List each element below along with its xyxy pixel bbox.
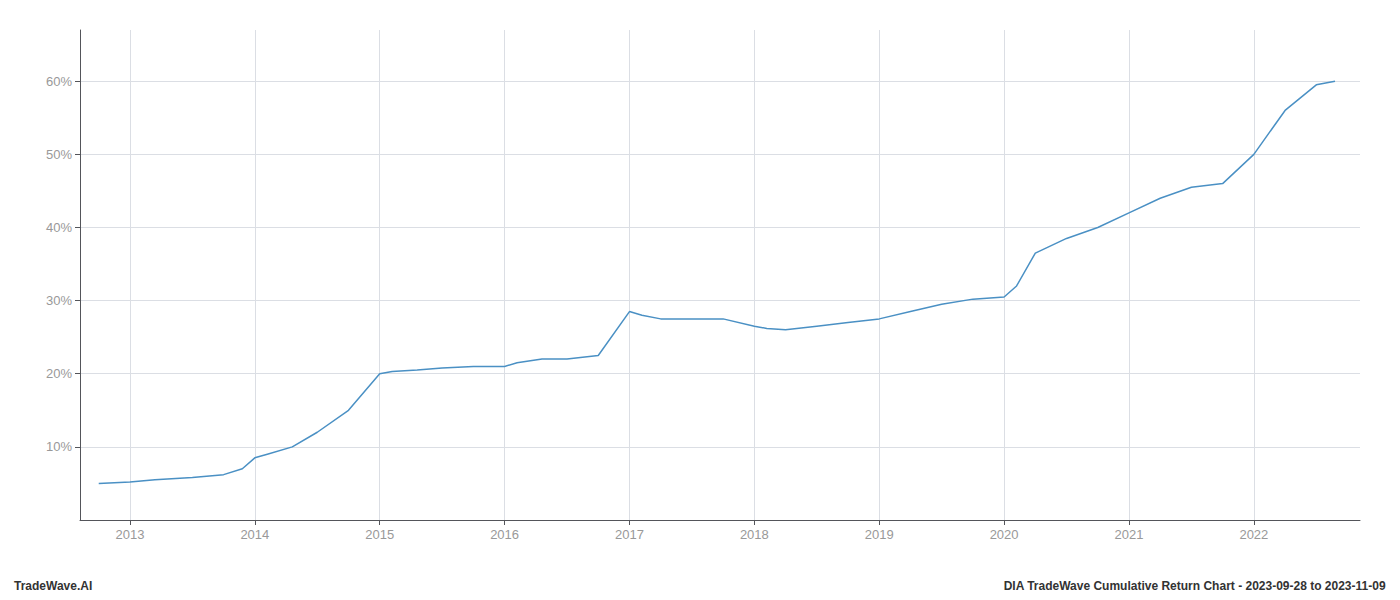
svg-text:2020: 2020 [990,527,1019,542]
svg-text:10%: 10% [46,439,72,454]
svg-text:DIA TradeWave Cumulative Retur: DIA TradeWave Cumulative Return Chart - … [1004,579,1386,593]
svg-text:20%: 20% [46,366,72,381]
svg-text:60%: 60% [46,74,72,89]
svg-text:2018: 2018 [740,527,769,542]
svg-text:TradeWave.AI: TradeWave.AI [14,579,92,593]
svg-text:30%: 30% [46,293,72,308]
svg-text:2014: 2014 [240,527,269,542]
svg-text:2016: 2016 [490,527,519,542]
svg-text:2015: 2015 [365,527,394,542]
svg-text:2017: 2017 [615,527,644,542]
svg-text:50%: 50% [46,147,72,162]
svg-text:2019: 2019 [865,527,894,542]
svg-text:2021: 2021 [1115,527,1144,542]
svg-text:2022: 2022 [1239,527,1268,542]
svg-text:2013: 2013 [115,527,144,542]
svg-text:40%: 40% [46,220,72,235]
